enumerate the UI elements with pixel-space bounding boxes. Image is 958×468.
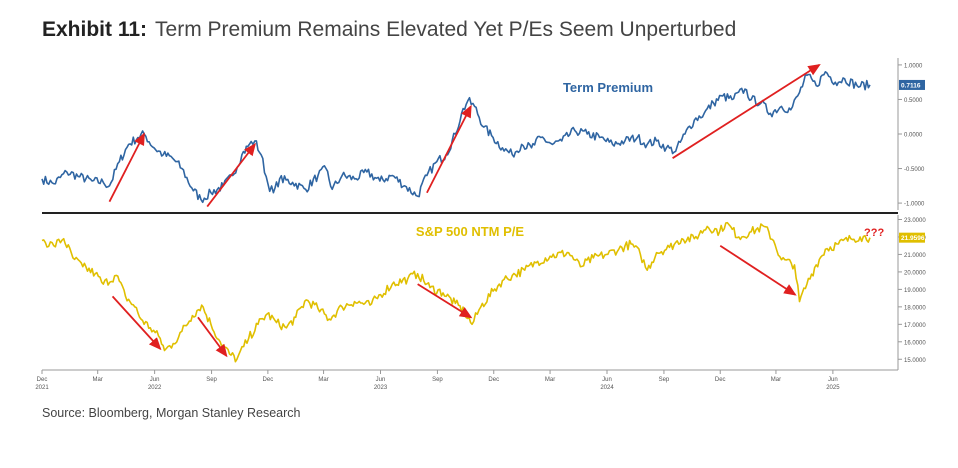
x-tick-label: Jun xyxy=(376,377,386,383)
x-tick-label: Jun xyxy=(602,377,612,383)
x-tick-year: 2023 xyxy=(374,385,388,391)
term-premium-series-line xyxy=(41,71,871,204)
pe-ytick-label: 20.0000 xyxy=(904,270,926,276)
term-premium-ytick-label: 1.0000 xyxy=(904,63,923,69)
x-tick-label: Mar xyxy=(318,377,328,383)
pe-series-line xyxy=(41,221,871,363)
x-tick-label: Sep xyxy=(659,377,670,383)
x-tick-year: 2021 xyxy=(35,385,49,391)
term-premium-ytick-label: 0.5000 xyxy=(904,98,923,104)
pe-ytick-label: 15.0000 xyxy=(904,358,926,364)
term-premium-ytick-label: 0.0000 xyxy=(904,133,923,139)
x-tick-year: 2024 xyxy=(600,385,614,391)
term-premium-current-value-badge xyxy=(899,79,925,90)
pe-trend-arrow xyxy=(111,295,162,351)
x-tick-label: Mar xyxy=(545,377,555,383)
x-tick-label: Dec xyxy=(37,377,48,383)
source-note: Source: Bloomberg, Morgan Stanley Resear… xyxy=(42,406,301,420)
term-premium-current-value-text: 0.7116 xyxy=(901,82,921,89)
pe-ytick-label: 17.0000 xyxy=(904,323,926,329)
x-tick-label: Dec xyxy=(488,377,499,383)
term-premium-ytick-label: -1.0000 xyxy=(904,202,925,208)
pe-label: S&P 500 NTM P/E xyxy=(416,224,524,239)
exhibit-title: Exhibit 11: Term Premium Remains Elevated… xyxy=(42,18,736,42)
term-premium-ytick-label: -0.5000 xyxy=(904,167,925,173)
exhibit-title-text: Term Premium Remains Elevated Yet P/Es S… xyxy=(155,18,737,41)
x-tick-label: Sep xyxy=(206,377,217,383)
term-premium-trend-arrow xyxy=(206,142,256,208)
pe-ytick-label: 19.0000 xyxy=(904,288,926,294)
pe-trend-arrow xyxy=(417,283,473,319)
pe-current-value-text: 21.9596 xyxy=(901,235,925,242)
x-tick-year: 2022 xyxy=(148,385,162,391)
x-tick-label: Jun xyxy=(150,377,160,383)
x-tick-label: Jun xyxy=(828,377,838,383)
pe-panel: 23.000022.000021.000020.000019.000018.00… xyxy=(41,218,926,364)
exhibit-label: Exhibit 11: xyxy=(42,18,148,41)
pe-question-marks: ??? xyxy=(864,227,884,239)
term-premium-trend-arrow xyxy=(108,132,145,203)
x-tick-label: Sep xyxy=(432,377,443,383)
pe-ytick-label: 23.0000 xyxy=(904,218,926,224)
x-tick-label: Mar xyxy=(771,377,781,383)
term-premium-label: Term Premium xyxy=(563,80,653,95)
term-premium-trend-arrow xyxy=(672,63,821,159)
pe-trend-arrow xyxy=(719,244,797,296)
x-tick-label: Mar xyxy=(93,377,103,383)
term-premium-panel: 1.0000 0.5000 0.0000 -0.5000 -1.0000 0.7116 xyxy=(41,63,925,208)
pe-current-value-badge xyxy=(899,232,925,243)
x-tick-label: Dec xyxy=(263,377,274,383)
x-tick-year: 2025 xyxy=(826,385,840,391)
term-premium-trend-arrow xyxy=(426,104,472,194)
x-axis: Dec 2021 Mar Jun 2022 Sep Dec Mar Jun 2023 Sep Dec M… xyxy=(35,370,840,391)
x-tick-label: Dec xyxy=(715,377,726,383)
pe-ytick-label: 16.0000 xyxy=(904,340,926,346)
pe-ytick-label: 18.0000 xyxy=(904,305,926,311)
pe-ytick-label: 21.0000 xyxy=(904,253,926,259)
pe-trend-arrow xyxy=(197,316,228,358)
